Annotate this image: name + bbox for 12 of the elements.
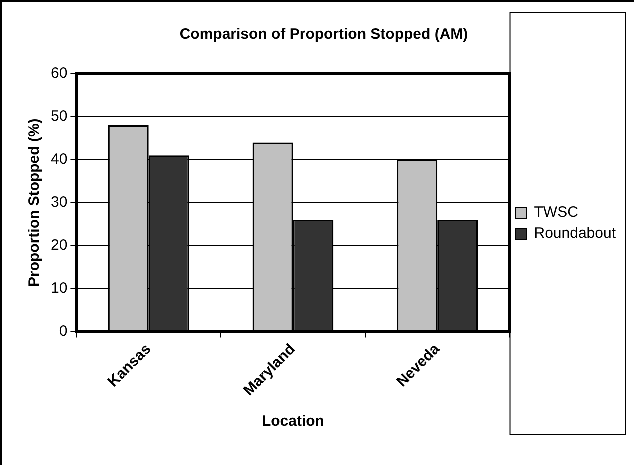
legend-label: TWSC xyxy=(534,204,579,222)
legend-label: Roundabout xyxy=(534,225,617,242)
x-axis-title: Location xyxy=(262,413,324,430)
y-axis-title: Proportion Stopped (%) xyxy=(26,118,44,288)
chart-title: Comparison of Proportion Stopped (AM) xyxy=(180,26,468,44)
y-tick-label: 60 xyxy=(50,65,68,82)
y-tick-label: 40 xyxy=(50,151,68,168)
y-tick-label: 0 xyxy=(59,322,68,340)
y-tick-label: 20 xyxy=(50,236,68,254)
y-tick-label: 10 xyxy=(50,280,68,297)
y-tick-label: 50 xyxy=(50,108,68,126)
y-tick-label: 30 xyxy=(50,194,68,211)
